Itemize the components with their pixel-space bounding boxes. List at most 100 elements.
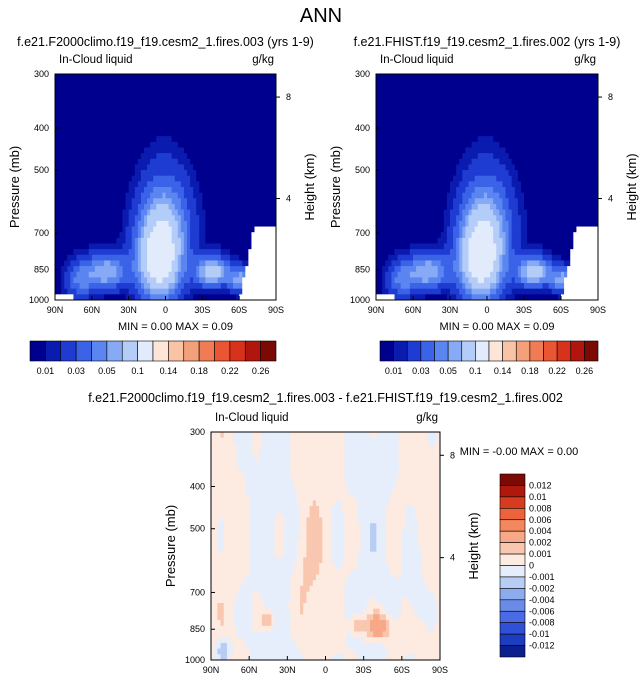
contour-cell	[514, 187, 519, 194]
contour-cell	[165, 294, 169, 301]
contour-cell	[147, 147, 151, 154]
contour-cell	[564, 209, 568, 216]
contour-cell	[406, 215, 411, 222]
contour-cell	[459, 226, 463, 233]
contour-cell	[236, 220, 240, 227]
contour-cell	[493, 119, 497, 126]
contour-cell	[594, 79, 599, 86]
contour-cell	[122, 79, 126, 86]
contour-cell	[570, 153, 574, 160]
contour-cell	[140, 96, 145, 103]
contour-cell	[403, 90, 408, 97]
contour-cell	[453, 113, 457, 120]
contour-cell	[205, 147, 209, 154]
contour-cell	[91, 113, 96, 120]
contour-cell	[61, 124, 65, 131]
contour-cell	[97, 288, 102, 295]
contour-cell	[140, 136, 145, 143]
contour-cell	[477, 102, 482, 109]
contour-cell	[147, 130, 151, 137]
contour-cell	[437, 147, 442, 154]
contour-cell	[524, 85, 528, 92]
contour-cell	[223, 170, 228, 177]
contour-cell	[557, 220, 562, 227]
contour-cell	[391, 141, 395, 148]
contour-cell	[174, 243, 179, 250]
contour-cell	[434, 203, 439, 210]
contour-cell	[272, 260, 277, 267]
contour-cell	[530, 74, 534, 81]
contour-cell	[585, 220, 590, 227]
contour-cell	[385, 85, 389, 92]
contour-cell	[85, 153, 90, 160]
contour-cell	[61, 288, 65, 295]
contour-cell	[217, 170, 222, 177]
contour-cell	[153, 164, 157, 171]
contour-cell	[376, 90, 380, 97]
contour-cell	[409, 85, 414, 92]
contour-cell	[97, 74, 102, 81]
contour-cell	[567, 181, 571, 188]
contour-cell	[223, 294, 228, 301]
contour-cell	[440, 215, 445, 222]
contour-cell	[416, 130, 420, 137]
contour-cell	[471, 220, 476, 227]
contour-cell	[453, 181, 457, 188]
contour-cell	[403, 203, 408, 210]
contour-cell	[527, 74, 531, 81]
contour-cell	[113, 170, 117, 177]
contour-cell	[579, 141, 583, 148]
contour-cell	[147, 113, 151, 120]
contour-cell	[183, 170, 188, 177]
contour-cell	[205, 153, 209, 160]
contour-cell	[214, 113, 219, 120]
contour-cell	[202, 181, 206, 188]
contour-cell	[425, 209, 429, 216]
contour-cell	[186, 147, 191, 154]
contour-cell	[269, 237, 274, 244]
contour-cell	[413, 130, 417, 137]
contour-cell	[564, 124, 568, 131]
contour-cell	[379, 79, 383, 86]
contour-cell	[88, 198, 93, 205]
contour-cell	[591, 136, 596, 143]
contour-cell	[110, 107, 114, 114]
contour-cell	[202, 294, 206, 301]
contour-cell	[554, 226, 559, 233]
contour-cell	[150, 254, 154, 261]
contour-cell	[137, 209, 142, 216]
contour-cell	[165, 74, 169, 81]
contour-cell	[174, 271, 179, 278]
contour-cell	[131, 102, 136, 109]
contour-cell	[437, 158, 442, 165]
contour-cell	[397, 181, 402, 188]
contour-cell	[104, 79, 108, 86]
contour-cell	[150, 249, 154, 256]
contour-cell	[443, 153, 448, 160]
contour-cell	[233, 271, 237, 278]
contour-cell	[97, 232, 102, 239]
contour-cell	[131, 237, 136, 244]
contour-cell	[199, 203, 203, 210]
contour-cell	[561, 74, 565, 81]
contour-cell	[214, 164, 219, 171]
contour-cell	[545, 164, 550, 171]
contour-cell	[517, 130, 522, 137]
contour-cell	[131, 141, 136, 148]
colorbar-swatch	[229, 340, 246, 362]
contour-cell	[582, 147, 587, 154]
contour-cell	[505, 220, 509, 227]
contour-cell	[144, 85, 148, 92]
contour-cell	[165, 130, 169, 137]
contour-cell	[125, 119, 130, 126]
contour-cell	[483, 113, 488, 120]
contour-cell	[229, 124, 234, 131]
contour-cell	[233, 130, 237, 137]
contour-cell	[226, 294, 231, 301]
contour-cell	[428, 85, 432, 92]
contour-cell	[582, 175, 587, 182]
contour-cell	[125, 254, 130, 261]
contour-cell	[211, 220, 216, 227]
contour-cell	[153, 74, 157, 81]
contour-cell	[150, 232, 154, 239]
